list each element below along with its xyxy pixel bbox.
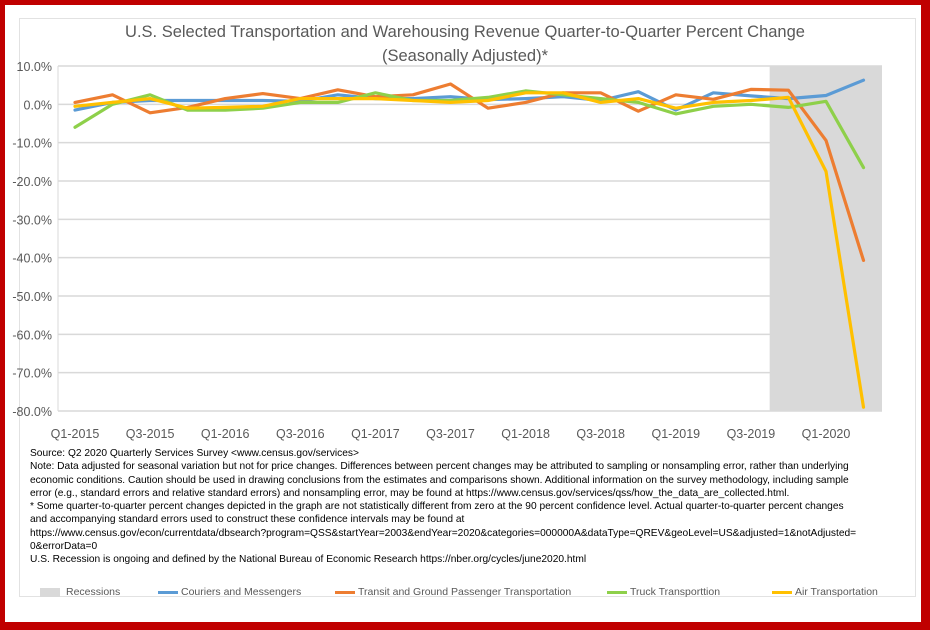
note-line-1: Note: Data adjusted for seasonal variati…: [30, 461, 849, 473]
y-tick-label: -20.0%: [12, 175, 52, 189]
legend-label: Truck Transporttion: [630, 586, 721, 598]
x-tick-label: Q1-2016: [201, 427, 250, 441]
legend-label: Transit and Ground Passenger Transportat…: [358, 586, 572, 598]
legend-swatch-transit: [335, 590, 355, 594]
legend-swatch-recessions: [40, 587, 60, 597]
chart-frame: [5, 5, 921, 622]
footnote-line-1: * Some quarter-to-quarter percent change…: [30, 501, 844, 513]
footnote-url: https://www.census.gov/econ/currentdata/…: [30, 527, 857, 539]
legend-item-transit: Transit and Ground Passenger Transportat…: [335, 586, 571, 598]
x-tick-label: Q1-2020: [802, 427, 851, 441]
x-tick-label: Q3-2016: [276, 427, 325, 441]
x-tick-label: Q3-2017: [426, 427, 475, 441]
y-tick-label: -50.0%: [12, 290, 52, 304]
chart-panel: [19, 18, 916, 597]
x-tick-label: Q1-2017: [351, 427, 400, 441]
legend-label: Recessions: [66, 586, 121, 598]
recession-note: U.S. Recession is ongoing and defined by…: [30, 554, 587, 566]
chart-subtitle: (Seasonally Adjusted)*: [381, 47, 548, 65]
x-tick-label: Q3-2019: [727, 427, 776, 441]
legend-swatch-couriers: [158, 590, 178, 594]
line-chart: 10.0% 0.0% -10.0% -20.0% -30.0% -40.0% -50.0% -…: [12, 60, 882, 441]
x-tick-label: Q1-2018: [501, 427, 550, 441]
y-tick-label: -80.0%: [12, 405, 52, 419]
y-tick-label: -10.0%: [12, 137, 52, 151]
legend-item-couriers: Couriers and Messengers: [158, 586, 301, 598]
chart-notes: Source: Q2 2020 Quarterly Services Surve…: [30, 447, 910, 567]
x-tick-label: Q3-2018: [576, 427, 625, 441]
y-tick-label: 10.0%: [17, 60, 52, 74]
legend-swatch-truck: [607, 590, 627, 594]
series-line-air-transportation: [73, 91, 866, 409]
y-tick-label: -40.0%: [12, 252, 52, 266]
legend-item-truck: Truck Transporttion: [607, 586, 720, 598]
y-tick-label: 0.0%: [24, 98, 53, 112]
legend-label: Couriers and Messengers: [181, 586, 302, 598]
chart-title-main: U.S. Selected Transportation and Warehou…: [125, 23, 805, 41]
legend-item-recessions: Recessions: [40, 586, 120, 598]
y-tick-label: -60.0%: [12, 328, 52, 342]
footnote-url-cont: 0&errorData=0: [30, 541, 98, 553]
note-line-2: economic conditions. Caution should be u…: [30, 474, 849, 486]
x-tick-label: Q3-2015: [126, 427, 175, 441]
series-line-truck-transporttion: [73, 89, 866, 170]
note-line-3: error (e.g., standard errors and relativ…: [30, 487, 790, 499]
chart-title: U.S. Selected Transportation and Warehou…: [0, 20, 930, 68]
legend-item-air: Air Transportation: [772, 586, 878, 598]
recession-band: [769, 66, 882, 411]
legend-label: Air Transportation: [795, 586, 878, 598]
source-note: Source: Q2 2020 Quarterly Services Surve…: [30, 448, 359, 459]
y-tick-label: -70.0%: [12, 367, 52, 381]
x-tick-label: Q1-2015: [51, 427, 100, 441]
x-tick-label: Q1-2019: [651, 427, 700, 441]
footnote-line-2: and accompanying standard errors used to…: [30, 514, 465, 526]
series-line-transit-and-ground-passenger-transportation: [73, 82, 866, 262]
y-tick-label: -30.0%: [12, 213, 52, 227]
legend-swatch-air: [772, 590, 792, 594]
